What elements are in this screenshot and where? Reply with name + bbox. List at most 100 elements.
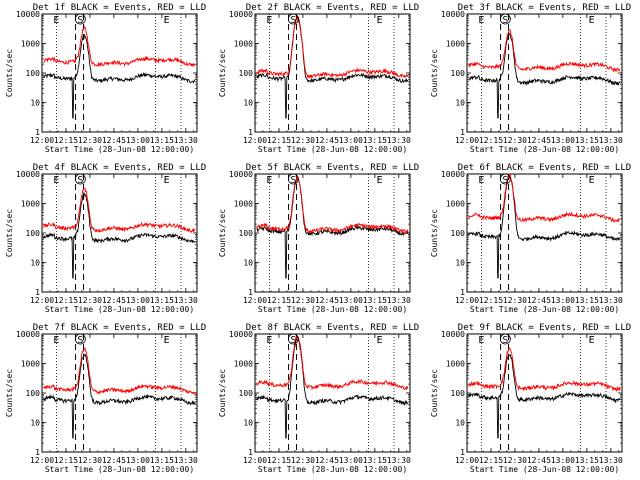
start-marker-circle xyxy=(287,13,299,25)
end-marker: E xyxy=(164,15,170,26)
series-line xyxy=(43,187,196,233)
y-tick-label: 100 xyxy=(26,69,41,78)
start-marker-circle xyxy=(74,13,86,25)
y-tick-label: 1 xyxy=(248,448,253,457)
x-axis-label: Start Time (28-Jun-08 12:00:00) xyxy=(470,305,619,314)
panel-3: Det 3f BLACK = Events, RED = LLD 1 10 100 10… xyxy=(430,3,631,154)
series-line xyxy=(468,353,621,439)
x-tick-label: 13:30 xyxy=(387,136,411,145)
x-axis-label: Start Time (28-Jun-08 12:00:00) xyxy=(470,145,619,154)
y-tick-label: 10000 xyxy=(229,170,253,179)
y-tick-label: 1 xyxy=(248,288,253,297)
y-tick-label: 1 xyxy=(248,128,253,137)
start-marker: S xyxy=(77,15,83,26)
start-marker-circle xyxy=(74,173,86,185)
start-marker: S xyxy=(502,15,508,26)
x-tick-label: 12:00 xyxy=(30,296,54,305)
y-tick-label: 1 xyxy=(460,128,465,137)
y-tick-label: 10 xyxy=(30,99,40,108)
x-tick-label: 12:45 xyxy=(315,456,339,465)
x-tick-label: 13:00 xyxy=(339,296,363,305)
x-tick-label: 12:00 xyxy=(30,456,54,465)
y-axis-label: Counts/sec xyxy=(5,209,14,257)
end-marker: E xyxy=(164,175,170,186)
x-tick-label: 13:15 xyxy=(363,456,387,465)
y-axis-label: Counts/sec xyxy=(5,49,14,97)
y-tick-label: 100 xyxy=(239,389,254,398)
end-marker: E xyxy=(266,175,272,186)
y-tick-label: 1000 xyxy=(21,40,40,49)
y-tick-label: 1000 xyxy=(446,360,465,369)
x-tick-label: 13:30 xyxy=(174,296,198,305)
x-tick-label: 12:15 xyxy=(267,296,291,305)
x-tick-label: 12:45 xyxy=(102,136,126,145)
x-tick-label: 13:15 xyxy=(575,136,599,145)
end-marker: E xyxy=(53,335,59,346)
y-tick-label: 10 xyxy=(243,99,253,108)
y-tick-label: 10000 xyxy=(16,330,40,339)
series-line xyxy=(43,25,196,68)
series-line xyxy=(468,173,621,224)
panel-6: Det 6f BLACK = Events, RED = LLD 1 10 100 10… xyxy=(430,163,631,314)
x-tick-label: 12:15 xyxy=(267,456,291,465)
plot-frame xyxy=(254,13,411,133)
plot-frame xyxy=(41,173,198,293)
series-line xyxy=(468,32,621,119)
y-tick-label: 1000 xyxy=(21,360,40,369)
start-marker: S xyxy=(290,335,296,346)
y-tick-label: 10000 xyxy=(441,330,465,339)
panel-7: Det 7f BLACK = Events, RED = LLD 1 10 100 10… xyxy=(5,323,206,474)
y-axis-label: Counts/sec xyxy=(430,49,439,97)
series-line xyxy=(468,346,621,392)
y-axis-label: Counts/sec xyxy=(430,209,439,257)
plot-frame xyxy=(41,13,198,133)
x-tick-label: 13:30 xyxy=(599,456,623,465)
start-marker-circle xyxy=(499,13,511,25)
y-tick-label: 10000 xyxy=(229,10,253,19)
x-tick-label: 13:00 xyxy=(126,136,150,145)
start-marker: S xyxy=(77,335,83,346)
panel-title: Det 6f BLACK = Events, RED = LLD xyxy=(458,163,631,173)
end-marker: E xyxy=(266,15,272,26)
x-tick-label: 12:45 xyxy=(527,456,551,465)
x-tick-label: 12:00 xyxy=(455,136,479,145)
end-marker: E xyxy=(266,335,272,346)
x-tick-label: 12:00 xyxy=(243,136,267,145)
y-axis-label: Counts/sec xyxy=(218,369,227,417)
y-tick-label: 10000 xyxy=(16,170,40,179)
x-tick-label: 13:30 xyxy=(599,136,623,145)
plot-frame xyxy=(41,333,198,453)
series-line xyxy=(256,336,409,391)
y-tick-label: 100 xyxy=(451,229,466,238)
panel-title: Det 4f BLACK = Events, RED = LLD xyxy=(33,163,206,173)
x-tick-label: 12:00 xyxy=(30,136,54,145)
y-axis-label: Counts/sec xyxy=(5,369,14,417)
end-marker: E xyxy=(53,15,59,26)
end-marker: E xyxy=(377,15,383,26)
panel-8: Det 8f BLACK = Events, RED = LLD 1 10 100 10… xyxy=(218,323,419,474)
plot-frame xyxy=(466,13,623,133)
panel-title: Det 7f BLACK = Events, RED = LLD xyxy=(33,323,206,333)
panel-5: Det 5f BLACK = Events, RED = LLD 1 10 100 10… xyxy=(218,163,419,314)
series-line xyxy=(43,191,196,279)
x-tick-label: 13:00 xyxy=(126,296,150,305)
panel-1: Det 1f BLACK = Events, RED = LLD 1 10 100 10… xyxy=(5,3,206,154)
y-tick-label: 1 xyxy=(460,288,465,297)
x-tick-label: 12:00 xyxy=(455,456,479,465)
y-tick-label: 10 xyxy=(455,259,465,268)
panel-2: Det 2f BLACK = Events, RED = LLD 1 10 100 10… xyxy=(218,3,419,154)
y-tick-label: 1 xyxy=(460,448,465,457)
x-tick-label: 12:30 xyxy=(291,136,315,145)
panel-title: Det 9f BLACK = Events, RED = LLD xyxy=(458,323,631,333)
end-marker: E xyxy=(377,335,383,346)
x-tick-label: 12:30 xyxy=(291,456,315,465)
x-tick-label: 13:15 xyxy=(363,296,387,305)
x-tick-label: 12:00 xyxy=(455,296,479,305)
end-marker: E xyxy=(164,335,170,346)
start-marker-circle xyxy=(74,333,86,345)
end-marker: E xyxy=(478,15,484,26)
x-tick-label: 13:15 xyxy=(150,456,174,465)
x-tick-label: 13:30 xyxy=(387,296,411,305)
start-marker-circle xyxy=(287,173,299,185)
y-tick-label: 1000 xyxy=(234,360,253,369)
